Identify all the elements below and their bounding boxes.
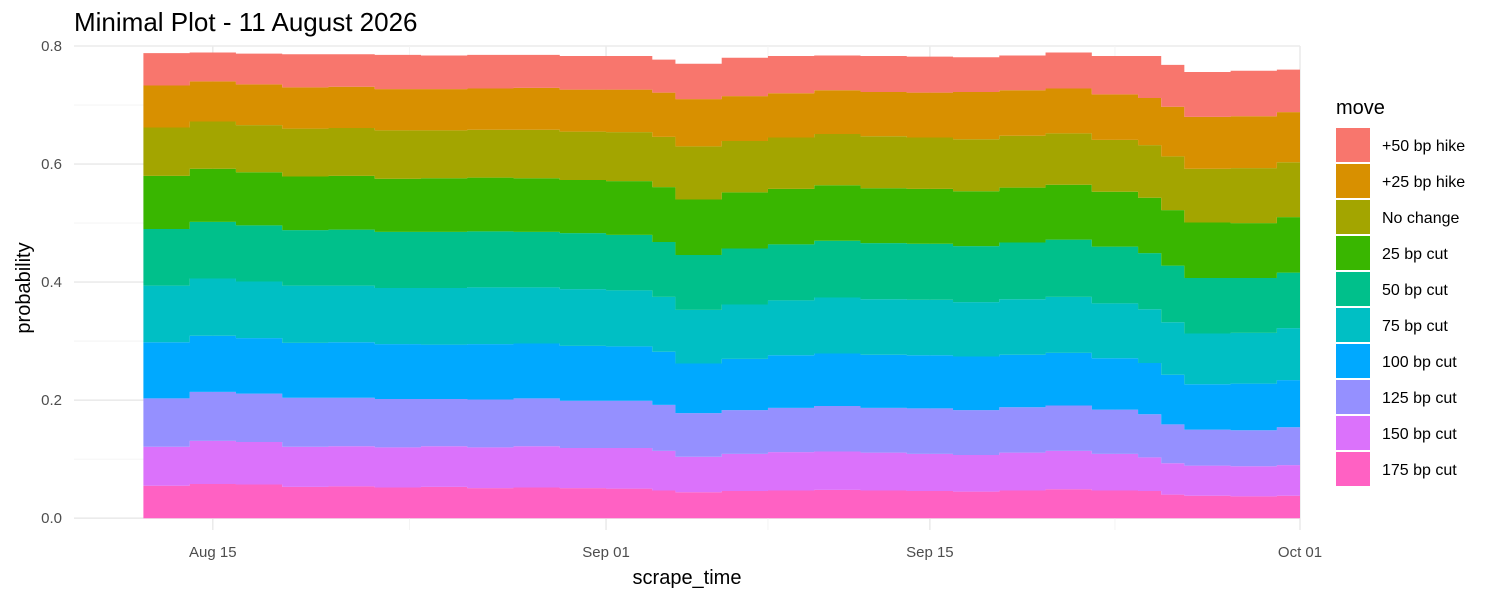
legend: move +50 bp hike +25 bp hike No change 25 b… bbox=[1336, 97, 1465, 486]
x-tick-label: Sep 15 bbox=[906, 544, 954, 561]
legend-key-50-bp-cut bbox=[1336, 272, 1370, 306]
y-axis-title: probability bbox=[13, 242, 35, 333]
legend-key-25-bp-cut bbox=[1336, 236, 1370, 270]
stacked-area-layers bbox=[143, 52, 1300, 519]
legend-label-25-bp-cut: 25 bp cut bbox=[1382, 246, 1448, 263]
y-tick-label: 0.6 bbox=[41, 156, 62, 173]
area-100-bp-cut bbox=[143, 335, 1300, 431]
legend-title: move bbox=[1336, 97, 1385, 119]
legend-label-50-bp-hike: +50 bp hike bbox=[1382, 138, 1465, 155]
y-tick-label: 0.2 bbox=[41, 392, 62, 409]
y-tick-label: 0.8 bbox=[41, 38, 62, 55]
x-axis-ticks: Aug 15 Sep 01 Sep 15 Oct 01 bbox=[189, 544, 1322, 561]
x-tick-label: Oct 01 bbox=[1278, 544, 1322, 561]
legend-label-100-bp-cut: 100 bp cut bbox=[1382, 354, 1457, 371]
chart-title: Minimal Plot - 11 August 2026 bbox=[74, 7, 417, 37]
legend-label-150-bp-cut: 150 bp cut bbox=[1382, 426, 1457, 443]
legend-label-175-bp-cut: 175 bp cut bbox=[1382, 462, 1457, 479]
y-tick-label: 0.4 bbox=[41, 274, 62, 291]
area-25-bp-hike bbox=[143, 81, 1300, 169]
legend-key-125-bp-cut bbox=[1336, 380, 1370, 414]
legend-label-50-bp-cut: 50 bp cut bbox=[1382, 282, 1448, 299]
legend-key-50-bp-hike bbox=[1336, 128, 1370, 162]
legend-label-25-bp-hike: +25 bp hike bbox=[1382, 174, 1465, 191]
x-axis-title: scrape_time bbox=[633, 567, 742, 589]
x-tick-label: Aug 15 bbox=[189, 544, 237, 561]
legend-key-150-bp-cut bbox=[1336, 416, 1370, 450]
legend-key-75-bp-cut bbox=[1336, 308, 1370, 342]
area-no-change bbox=[143, 121, 1300, 224]
y-tick-label: 0.0 bbox=[41, 510, 62, 527]
y-axis-ticks: 0.0 0.2 0.4 0.6 0.8 bbox=[41, 38, 62, 527]
legend-key-no-change bbox=[1336, 200, 1370, 234]
legend-label-125-bp-cut: 125 bp cut bbox=[1382, 390, 1457, 407]
legend-key-100-bp-cut bbox=[1336, 344, 1370, 378]
area-50-bp-cut bbox=[143, 221, 1300, 334]
legend-key-25-bp-hike bbox=[1336, 164, 1370, 198]
legend-label-no-change: No change bbox=[1382, 210, 1459, 227]
area-150-bp-cut bbox=[143, 440, 1300, 497]
area-125-bp-cut bbox=[143, 391, 1300, 467]
legend-key-175-bp-cut bbox=[1336, 452, 1370, 486]
area-175-bp-cut bbox=[143, 483, 1300, 519]
area-50-bp-hike bbox=[143, 52, 1300, 117]
area-75-bp-cut bbox=[143, 278, 1300, 385]
x-tick-label: Sep 01 bbox=[582, 544, 630, 561]
area-25-bp-cut bbox=[143, 168, 1300, 278]
legend-label-75-bp-cut: 75 bp cut bbox=[1382, 318, 1448, 335]
